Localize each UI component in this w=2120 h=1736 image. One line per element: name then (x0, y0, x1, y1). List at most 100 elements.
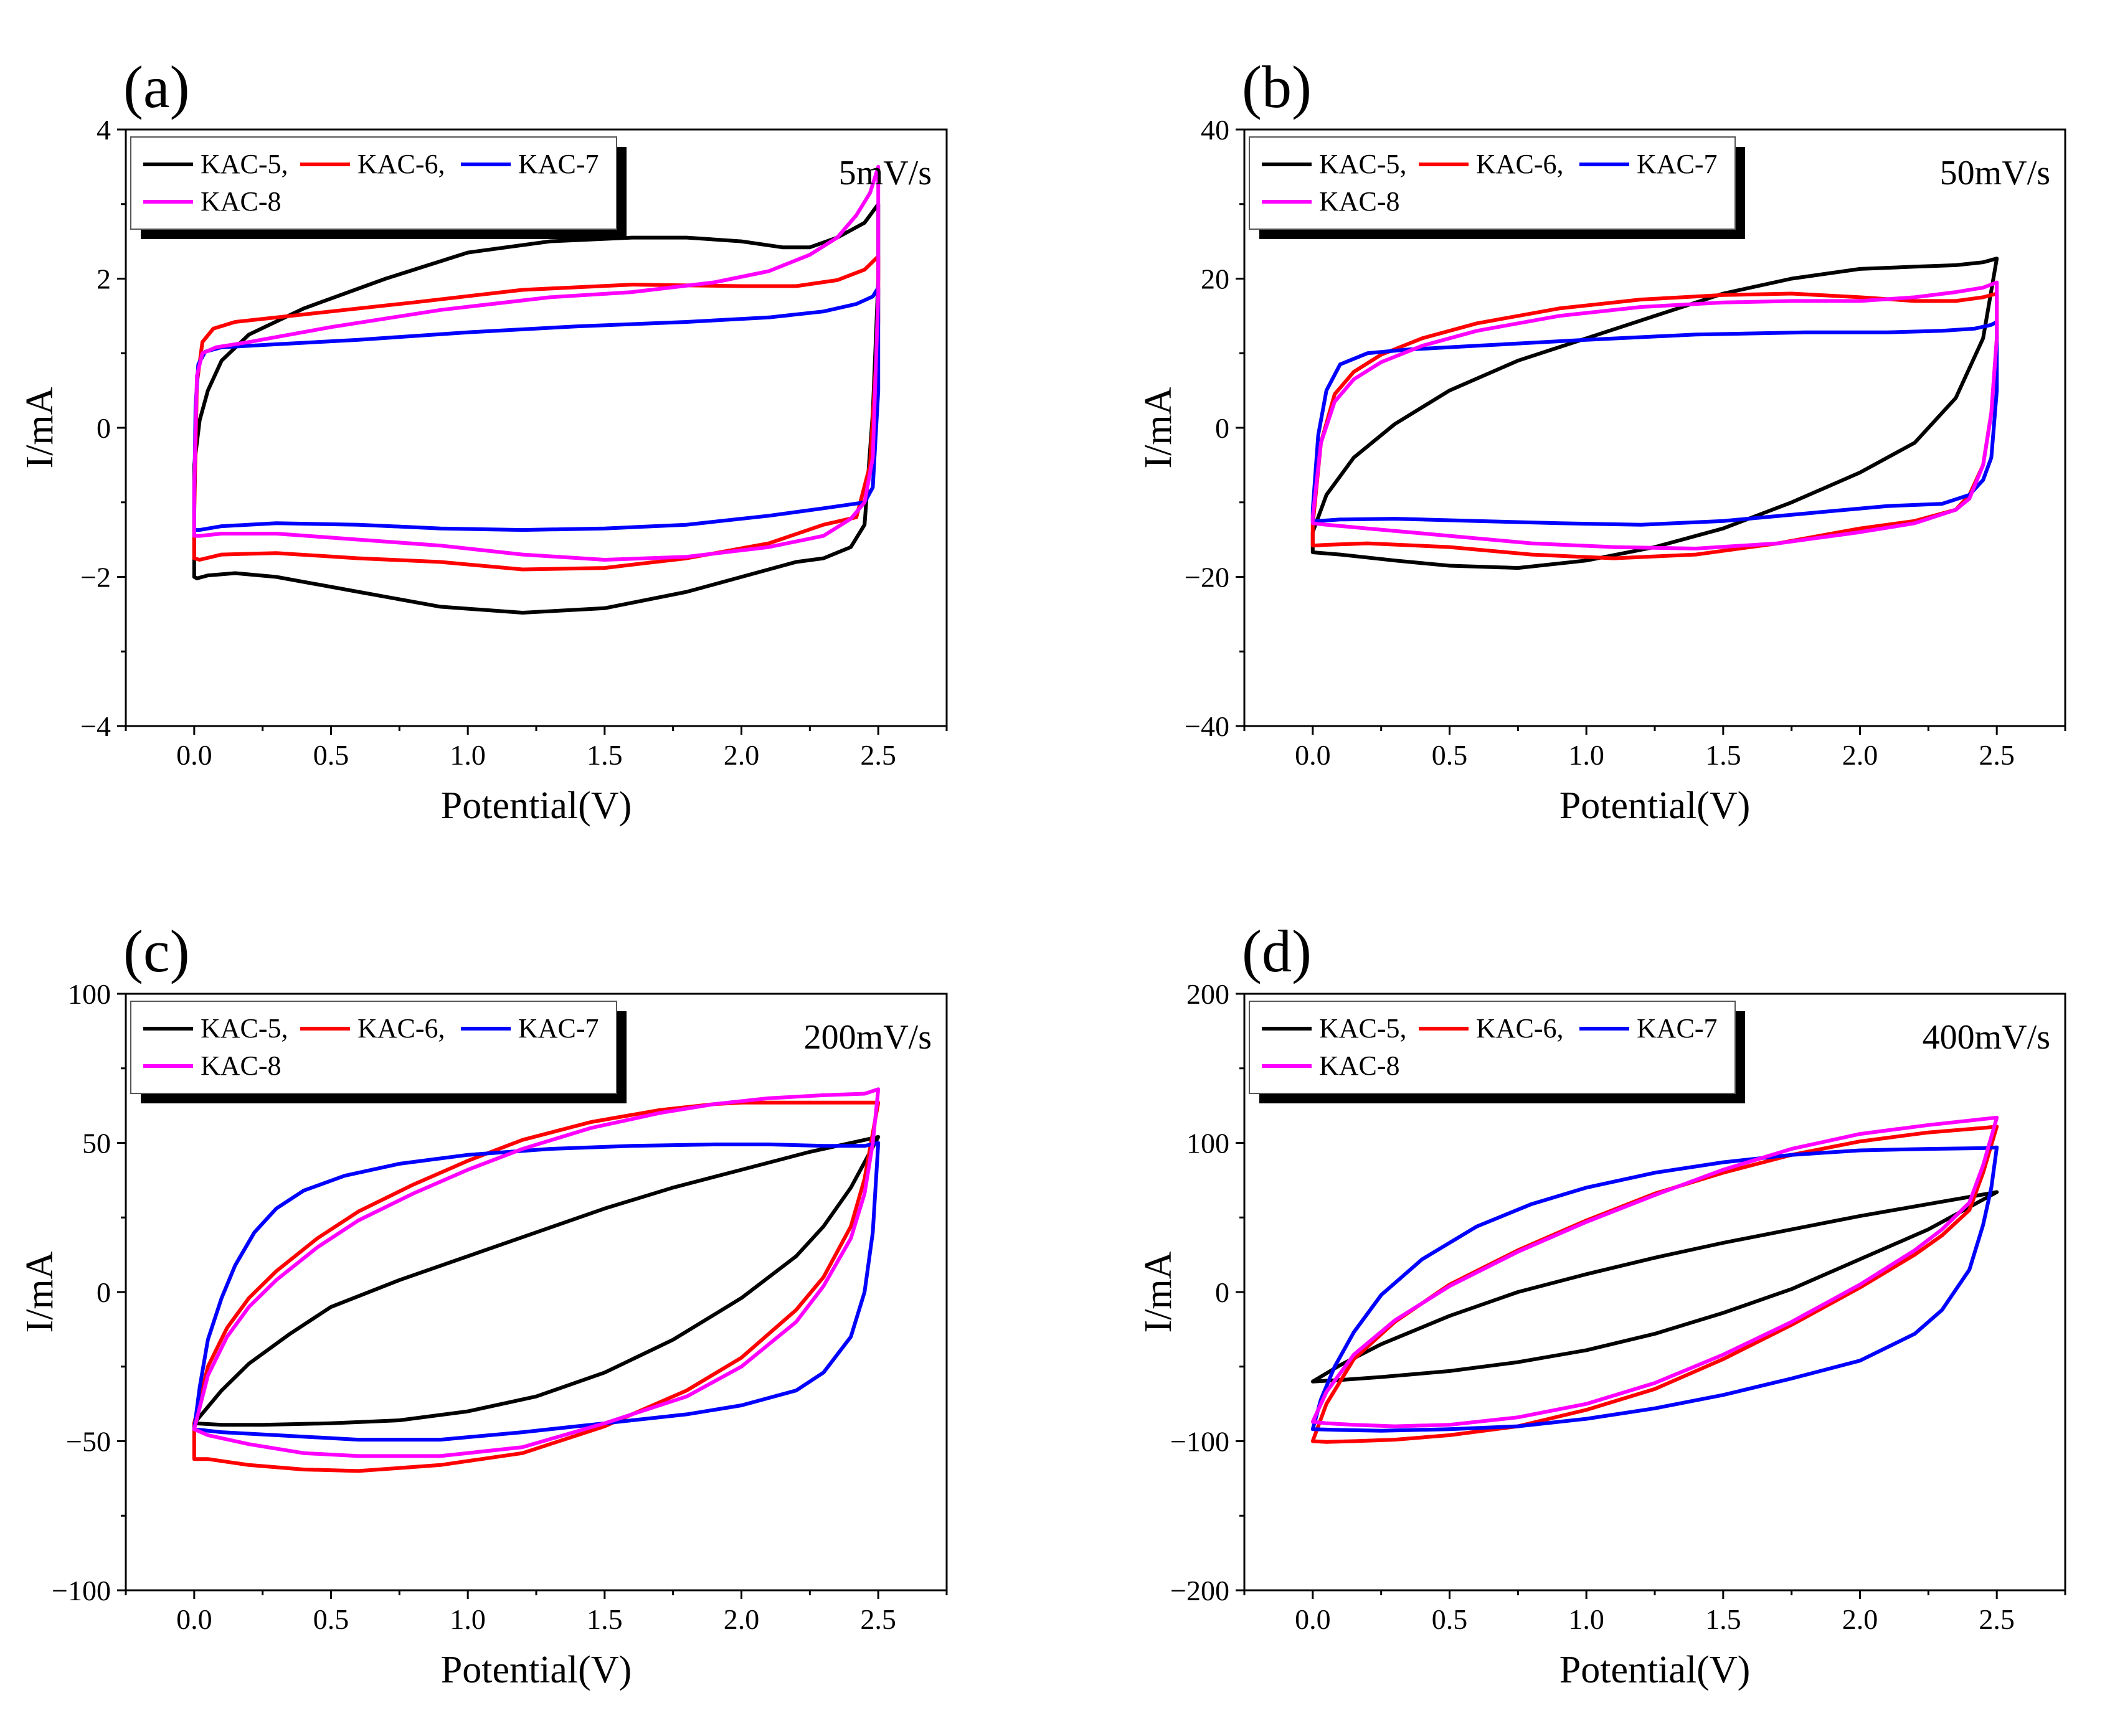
legend-label-kac-5: KAC-5, (201, 149, 288, 179)
chart-panel-b: 0.0 0.5 1.0 1.5 2.0 2.5 −40 −20 0 20 40 Potential(V… (1137, 54, 2066, 827)
y-tick-label: 0 (97, 412, 111, 444)
chart-panel-a: 0.0 0.5 1.0 1.5 2.0 2.5 −4 −2 0 2 4 Potential(V) I/m… (19, 54, 948, 827)
x-tick-label: 2.5 (1979, 739, 2015, 771)
x-tick-label: 2.5 (860, 1603, 896, 1635)
series-group (192, 164, 881, 615)
series-line-kac-5 (192, 202, 881, 615)
x-tick-label: 1.5 (587, 1603, 623, 1635)
series-line-kac-8 (192, 1087, 881, 1458)
y-tick-label: −4 (80, 710, 111, 742)
y-axis-title: I/mA (19, 387, 61, 468)
series-line-kac-8 (1310, 1115, 1999, 1428)
panel-label: (b) (1242, 54, 1312, 120)
legend-box (130, 136, 617, 230)
y-tick-label: −2 (80, 562, 111, 593)
y-tick-label: 100 (1186, 1128, 1229, 1159)
y-tick-label: 50 (82, 1128, 111, 1159)
legend-label-kac-6: KAC-6, (357, 149, 445, 179)
legend-label-kac-7: KAC-7 (518, 1013, 599, 1044)
chart-panel-d: 0.0 0.5 1.0 1.5 2.0 2.5 −200 −100 0 100 200 Potenti… (1137, 918, 2066, 1691)
scan-rate-label: 5mV/s (839, 154, 932, 192)
x-axis-title: Potential(V) (441, 1649, 632, 1691)
x-tick-label: 0.5 (1432, 739, 1468, 771)
scan-rate-label: 400mV/s (1923, 1018, 2050, 1057)
y-tick-label: −50 (66, 1426, 111, 1458)
y-tick-label: 100 (68, 978, 111, 1010)
y-tick-label: 40 (1201, 114, 1229, 146)
x-tick-label: 0.5 (1432, 1603, 1468, 1635)
legend-label-kac-6: KAC-6, (357, 1013, 445, 1044)
series-line-kac-5 (1310, 1190, 1999, 1384)
x-tick-label: 1.0 (1568, 1603, 1604, 1635)
y-tick-label: −100 (1170, 1426, 1229, 1458)
series-line-kac-7 (192, 285, 881, 532)
x-axis-title: Potential(V) (1559, 1649, 1751, 1691)
series-line-kac-6 (192, 1100, 881, 1473)
panel-label: (c) (123, 918, 190, 984)
x-tick-label: 2.0 (724, 1603, 760, 1635)
legend-label-kac-5: KAC-5, (201, 1013, 288, 1044)
x-tick-label: 2.0 (724, 739, 760, 771)
series-line-kac-7 (1310, 1145, 1999, 1433)
legend: KAC-5, KAC-6, KAC-7 KAC-8 (130, 1001, 627, 1103)
legend-box (130, 1001, 617, 1094)
legend-label-kac-7: KAC-7 (518, 149, 599, 179)
x-tick-label: 1.5 (1705, 739, 1741, 771)
series-line-kac-5 (1310, 257, 1999, 570)
series-group (1310, 257, 1999, 570)
y-axis-title: I/mA (1137, 1251, 1180, 1333)
x-tick-label: 0.0 (176, 739, 212, 771)
x-tick-label: 2.0 (1842, 1603, 1878, 1635)
x-axis-title: Potential(V) (441, 785, 632, 827)
y-tick-label: −20 (1185, 562, 1229, 593)
y-axis-title: I/mA (1137, 387, 1180, 468)
legend-label-kac-8: KAC-8 (201, 1050, 282, 1081)
legend-box (1249, 1001, 1736, 1094)
series-line-kac-7 (1310, 320, 1999, 527)
legend-box (1249, 136, 1736, 230)
x-tick-label: 1.0 (1568, 739, 1604, 771)
y-tick-label: −200 (1170, 1575, 1229, 1606)
series-line-kac-8 (1310, 280, 1999, 550)
legend-label-kac-8: KAC-8 (1319, 1050, 1400, 1081)
y-tick-label: 0 (97, 1276, 111, 1308)
y-tick-label: 20 (1201, 263, 1229, 295)
series-line-kac-7 (192, 1141, 881, 1442)
scan-rate-label: 200mV/s (804, 1018, 932, 1057)
legend-label-kac-7: KAC-7 (1637, 1013, 1718, 1044)
x-tick-label: 0.5 (313, 739, 349, 771)
legend-label-kac-6: KAC-6, (1476, 149, 1564, 179)
y-tick-label: 4 (97, 114, 111, 146)
legend-label-kac-5: KAC-5, (1319, 149, 1407, 179)
series-line-kac-8 (192, 164, 881, 562)
x-tick-label: 0.5 (313, 1603, 349, 1635)
legend: KAC-5, KAC-6, KAC-7 KAC-8 (130, 136, 627, 239)
legend: KAC-5, KAC-6, KAC-7 KAC-8 (1249, 1001, 1745, 1103)
x-tick-label: 1.0 (450, 1603, 486, 1635)
x-axis-title: Potential(V) (1559, 785, 1751, 827)
scan-rate-label: 50mV/s (1940, 154, 2050, 192)
panel-label: (d) (1242, 918, 1312, 984)
y-tick-label: −40 (1185, 710, 1229, 742)
x-tick-label: 1.5 (587, 739, 623, 771)
legend-label-kac-8: KAC-8 (1319, 186, 1400, 217)
x-tick-label: 1.5 (1705, 1603, 1741, 1635)
y-axis-title: I/mA (19, 1251, 61, 1333)
series-line-kac-5 (192, 1135, 881, 1427)
series-group (192, 1087, 881, 1473)
y-tick-label: 2 (97, 263, 111, 295)
x-tick-label: 1.0 (450, 739, 486, 771)
y-tick-label: 0 (1215, 412, 1229, 444)
x-tick-label: 0.0 (1295, 1603, 1331, 1635)
series-group (1310, 1115, 1999, 1444)
legend-label-kac-5: KAC-5, (1319, 1013, 1407, 1044)
legend-label-kac-7: KAC-7 (1637, 149, 1718, 179)
y-tick-label: 200 (1186, 978, 1229, 1010)
y-tick-label: −100 (52, 1575, 111, 1606)
legend: KAC-5, KAC-6, KAC-7 KAC-8 (1249, 136, 1745, 239)
legend-label-kac-8: KAC-8 (201, 186, 282, 217)
y-tick-label: 0 (1215, 1276, 1229, 1308)
chart-panel-c: 0.0 0.5 1.0 1.5 2.0 2.5 −100 −50 0 50 100 Potential… (19, 918, 948, 1691)
x-tick-label: 2.5 (1979, 1603, 2015, 1635)
